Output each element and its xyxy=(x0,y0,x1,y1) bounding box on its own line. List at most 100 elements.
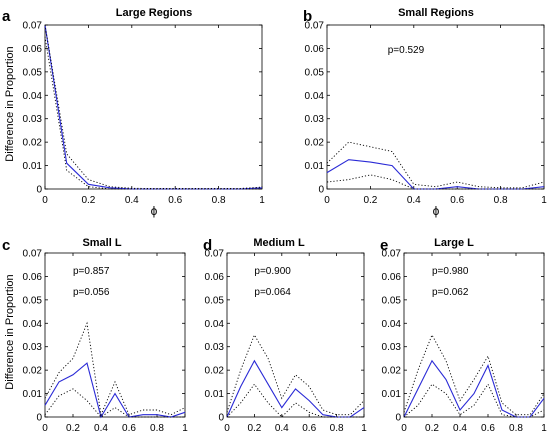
y-tick-label: 0.01 xyxy=(382,389,402,400)
series-mean-line xyxy=(44,24,263,190)
y-tick-label: 0.07 xyxy=(23,21,43,32)
x-tick-label: 0.6 xyxy=(122,423,136,434)
x-tick-label: 0.6 xyxy=(450,195,464,206)
series-upper-band-line xyxy=(44,24,263,189)
panel-a-ylabel: Difference in Proportion xyxy=(4,46,16,161)
x-tick-label: 0.4 xyxy=(453,423,467,434)
x-tick-label: 0 xyxy=(401,423,407,434)
panel-c: c Small L Difference in Proportion 0 0.01… xyxy=(2,237,188,434)
y-tick-label: 0.02 xyxy=(23,366,43,377)
x-tick-label: 0.8 xyxy=(212,195,226,206)
panel-b-letter: b xyxy=(303,8,312,25)
series-lower-band-line xyxy=(403,383,545,418)
panel-e-letter: e xyxy=(380,237,388,254)
series-lower-band-line xyxy=(44,36,262,190)
x-tick-label: 0 xyxy=(42,195,48,206)
series-lower-band-line xyxy=(226,383,364,418)
y-tick-label: 0.07 xyxy=(205,249,225,260)
p-value-annotation: p=0.056 xyxy=(73,287,110,298)
y-tick-label: 0.05 xyxy=(305,67,325,78)
panel-d-title: Medium L xyxy=(253,237,305,249)
y-tick-label: 0.02 xyxy=(305,138,325,149)
plot-frame xyxy=(44,252,186,418)
panel-c-title: Small L xyxy=(82,237,121,249)
x-tick-label: 0.8 xyxy=(509,423,523,434)
y-tick-label: 0.03 xyxy=(23,114,43,125)
x-tick-label: 0.2 xyxy=(425,423,439,434)
series-mean-line xyxy=(403,359,545,418)
panel-d: d Medium L 0 0.01 0.02 0.03 0.04 0.05 0.06 0.07… xyxy=(203,237,367,434)
p-value-annotation: p=0.064 xyxy=(254,287,291,298)
panel-d-plot: 0 0.01 0.02 0.03 0.04 0.05 0.06 0.07 0 0.2 0.4 0.6 0… xyxy=(205,249,368,435)
y-tick-label: 0.05 xyxy=(23,295,43,306)
y-tick-label: 0.05 xyxy=(205,295,225,306)
y-tick-label: 0.07 xyxy=(305,21,325,32)
panel-b-plot: 0 0.01 0.02 0.03 0.04 0.05 0.06 0.07 0 0.2 0.4 0.6 0… xyxy=(305,21,548,207)
x-tick-label: 0.4 xyxy=(407,195,421,206)
y-tick-label: 0.06 xyxy=(305,44,325,55)
panel-a-title: Large Regions xyxy=(116,7,192,19)
p-value-annotation: p=0.529 xyxy=(388,45,425,56)
y-tick-label: 0.06 xyxy=(205,272,225,283)
x-tick-label: 1 xyxy=(541,423,547,434)
y-tick-label: 0 xyxy=(218,413,224,424)
plot-frame xyxy=(44,24,263,190)
y-tick-label: 0.04 xyxy=(382,319,402,330)
y-tick-label: 0.01 xyxy=(23,161,43,172)
y-tick-label: 0.03 xyxy=(205,342,225,353)
panel-a-plot: 0 0.01 0.02 0.03 0.04 0.05 0.06 0.07 0 0.2 0.4 0.6 0… xyxy=(23,21,266,207)
panel-b-xlabel: ϕ xyxy=(433,204,440,218)
plot-frame xyxy=(403,252,545,418)
x-tick-label: 1 xyxy=(361,423,367,434)
panel-e: e Large L 00.010.020.030.040.050.060.070… xyxy=(380,237,547,434)
y-tick-label: 0.04 xyxy=(305,91,325,102)
y-tick-label: 0.04 xyxy=(205,319,225,330)
x-tick-label: 0 xyxy=(224,423,230,434)
x-tick-label: 0 xyxy=(324,195,330,206)
y-tick-label: 0.02 xyxy=(205,366,225,377)
series-upper-band-line xyxy=(226,333,365,416)
series-upper-band-line xyxy=(44,321,186,417)
panel-e-title: Large L xyxy=(434,237,474,249)
series-upper-band-line xyxy=(326,141,545,189)
y-tick-label: 0.07 xyxy=(23,249,43,260)
y-tick-label: 0 xyxy=(318,185,324,196)
plot-frame xyxy=(226,252,365,418)
y-tick-label: 0.01 xyxy=(205,389,225,400)
y-tick-label: 0.05 xyxy=(23,67,43,78)
x-tick-label: 0.6 xyxy=(168,195,182,206)
x-tick-label: 0.2 xyxy=(363,195,377,206)
series-mean-line xyxy=(326,159,545,190)
series-mean-line xyxy=(44,362,186,419)
x-tick-label: 0.2 xyxy=(66,423,80,434)
x-tick-label: 0.4 xyxy=(94,423,108,434)
y-tick-label: 0.02 xyxy=(23,138,43,149)
panel-b-title: Small Regions xyxy=(398,7,474,19)
y-tick-label: 0 xyxy=(36,413,42,424)
x-tick-label: 0.2 xyxy=(81,195,95,206)
panel-c-plot: 0 0.01 0.02 0.03 0.04 0.05 0.06 0.07 0 0.2 0.4 0.6 0… xyxy=(23,249,189,435)
panel-a: a Large Regions Difference in Proportion… xyxy=(2,7,265,218)
y-tick-label: 0.07 xyxy=(382,249,402,260)
plot-frame xyxy=(326,24,545,190)
y-tick-label: 0.03 xyxy=(382,342,402,353)
y-tick-label: 0.01 xyxy=(23,389,43,400)
panel-c-ylabel: Difference in Proportion xyxy=(4,274,16,389)
y-tick-label: 0.03 xyxy=(23,342,43,353)
x-tick-label: 1 xyxy=(259,195,265,206)
y-tick-label: 0.04 xyxy=(23,319,43,330)
y-tick-label: 0 xyxy=(395,413,401,424)
x-tick-label: 0.6 xyxy=(302,423,316,434)
x-tick-label: 0.2 xyxy=(247,423,261,434)
panel-d-letter: d xyxy=(203,237,212,254)
series-mean-line xyxy=(226,359,365,418)
panel-e-plot: 0 0.01 0.02 0.03 0.04 0.05 0.06 0.07 0 0.2 0.4 0.6 0… xyxy=(382,249,548,435)
panel-b: b Small Regions ϕ 00.010.020.030.040.050… xyxy=(303,7,547,218)
x-tick-label: 0.8 xyxy=(150,423,164,434)
y-tick-label: 0.06 xyxy=(23,44,43,55)
x-tick-label: 0 xyxy=(42,423,48,434)
p-value-annotation: p=0.857 xyxy=(73,266,110,277)
x-tick-label: 0.6 xyxy=(481,423,495,434)
p-value-annotation: p=0.900 xyxy=(254,266,291,277)
